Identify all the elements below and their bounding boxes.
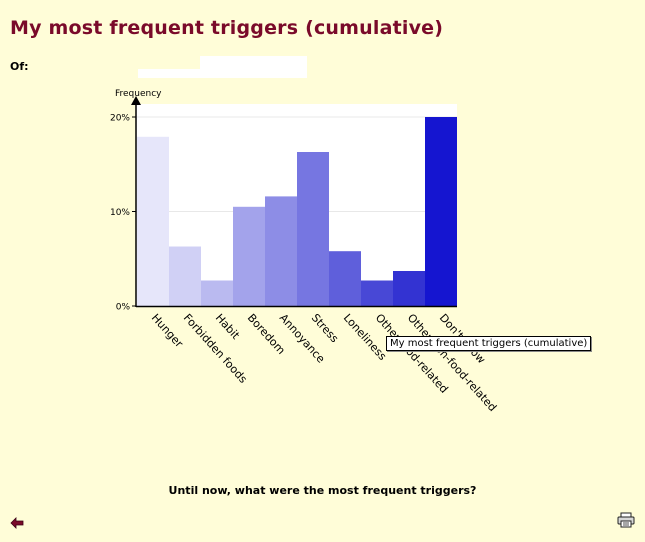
of-label: Of: — [10, 60, 29, 73]
y-axis-label: Frequency — [115, 89, 162, 99]
page-title: My most frequent triggers (cumulative) — [10, 17, 444, 39]
y-axis-arrow-icon — [131, 96, 141, 105]
axes — [131, 96, 457, 308]
bar-don-t-know[interactable] — [425, 117, 457, 306]
bar-hunger[interactable] — [137, 136, 169, 306]
y-tick-label: 20% — [110, 114, 130, 124]
chart-tooltip: My most frequent triggers (cumulative) — [386, 336, 592, 351]
bar-boredom[interactable] — [233, 206, 265, 306]
printer-icon[interactable] — [617, 512, 635, 532]
bar-forbidden-foods[interactable] — [169, 246, 201, 307]
bar-loneliness[interactable] — [329, 251, 361, 306]
bar-other-food-related[interactable] — [361, 280, 393, 307]
bar-habit[interactable] — [201, 280, 233, 307]
bar-other-non-food-related[interactable] — [393, 271, 425, 306]
x-tick-label: Hunger — [149, 311, 186, 350]
bar-stress[interactable] — [297, 152, 329, 306]
chart-caption: Until now, what were the most frequent t… — [168, 484, 477, 497]
bar-annoyance[interactable] — [265, 196, 297, 306]
y-tick-labels: 0% 10% 20% — [110, 114, 136, 313]
y-tick-label: 10% — [110, 208, 130, 218]
bars — [137, 117, 457, 306]
of-selector-right[interactable] — [200, 56, 307, 78]
back-arrow-icon[interactable] — [10, 514, 24, 533]
y-tick-label: 0% — [116, 303, 131, 313]
of-selector-left[interactable] — [138, 69, 200, 78]
x-tick-label: Habit — [213, 311, 243, 342]
